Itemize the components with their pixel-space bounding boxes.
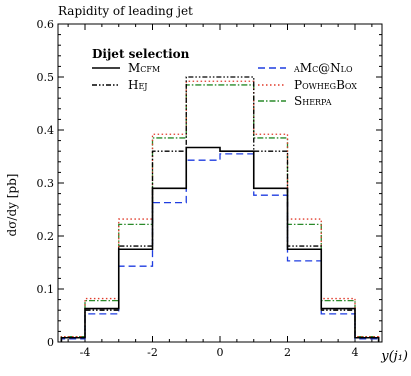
y-tick-label: 0.5 xyxy=(37,71,55,84)
x-axis-label: y(j₁) xyxy=(380,349,408,364)
legend-label: Sherpa xyxy=(294,94,332,108)
y-tick-label: 0.3 xyxy=(37,177,55,190)
series-line xyxy=(60,153,380,342)
y-tick-label: 0.1 xyxy=(37,283,55,296)
series-line xyxy=(60,80,380,342)
axis-ticks: -4 -2 0 2 4 0 0.1 0.2 0.3 0.4 0.5 0.6 xyxy=(37,18,382,359)
x-tick-label: -2 xyxy=(147,346,158,359)
legend-label: Hej xyxy=(128,78,148,92)
chart-title: Rapidity of leading jet xyxy=(58,4,193,18)
legend-label: aMc@Nlo xyxy=(293,61,353,75)
series-line xyxy=(60,146,380,342)
y-tick-label: 0.6 xyxy=(37,18,55,31)
x-tick-label: -4 xyxy=(80,346,91,359)
y-tick-label: 0 xyxy=(47,336,54,349)
legend-label: Mcfm xyxy=(128,61,160,75)
y-tick-label: 0.4 xyxy=(37,124,55,137)
series-line xyxy=(60,84,380,342)
series-line xyxy=(60,76,380,342)
series-layer xyxy=(60,76,380,342)
x-tick-label: 4 xyxy=(352,346,359,359)
y-tick-label: 0.2 xyxy=(37,230,55,243)
x-tick-label: 2 xyxy=(284,346,291,359)
legend-label: PowhegBox xyxy=(294,78,357,92)
x-tick-label: 0 xyxy=(217,346,224,359)
y-axis-label: dσ/dy [pb] xyxy=(5,174,19,237)
legend-header: Dijet selection xyxy=(92,47,190,61)
